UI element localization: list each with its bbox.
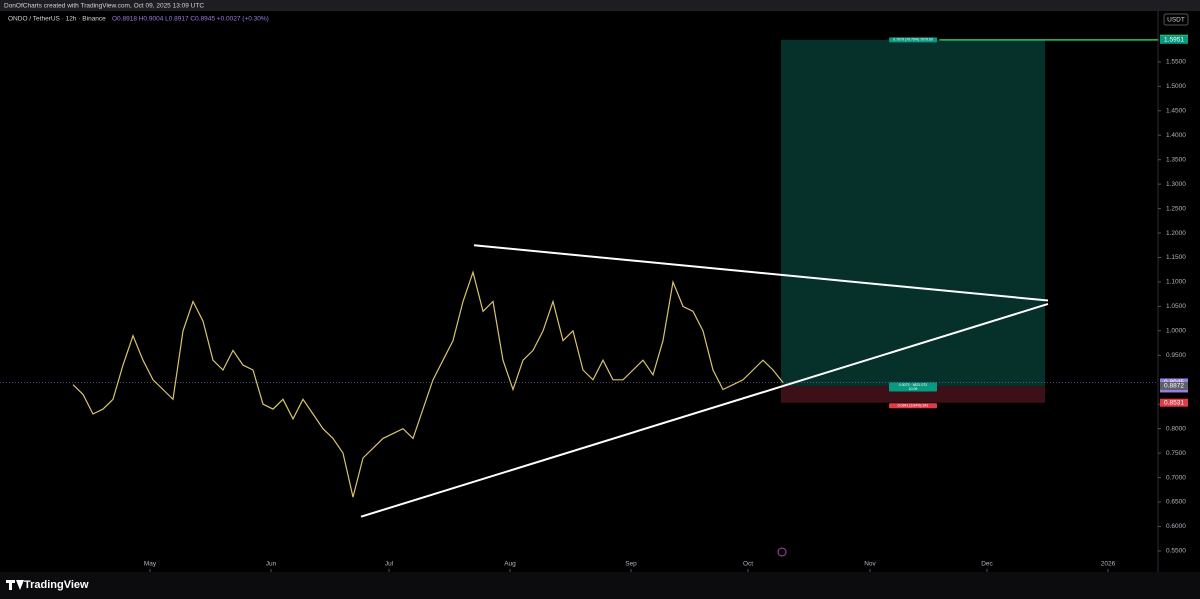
y-tick-label: 0.8000 (1166, 425, 1186, 432)
x-tick-label: Jun (266, 561, 277, 568)
y-tick-label: 0.7000 (1166, 474, 1186, 481)
y-tick-label: 1.5000 (1166, 83, 1186, 90)
header: DonOfCharts created with TradingView.com… (4, 3, 204, 10)
y-tick-label: 1.5500 (1166, 59, 1186, 66)
x-tick-label: May (144, 561, 157, 568)
header-bar (0, 0, 1200, 11)
y-tick-label: 1.3000 (1166, 181, 1186, 188)
footer-bar (0, 572, 1200, 599)
y-tick-label: 0.6500 (1166, 499, 1186, 506)
trendline (360, 303, 1049, 518)
entry-sublabel: 10.09 (909, 387, 918, 391)
y-tick-label: 0.6000 (1166, 523, 1186, 530)
stop-zone (781, 386, 1045, 403)
price-label-box (1160, 398, 1188, 407)
symbol: ONDO / TetherUS · 12h · Binance (8, 16, 106, 23)
y-tick-label: 1.4500 (1166, 108, 1186, 115)
y-tick-label: 1.4000 (1166, 132, 1186, 139)
price-line (72, 270, 784, 498)
y-tick-label: 1.0000 (1166, 328, 1186, 335)
x-tick-label: Sep (625, 561, 637, 568)
x-tick-label: Dec (981, 561, 993, 568)
y-tick-label: 0.7500 (1166, 450, 1186, 457)
stop-label: 0.0341 (3.84%) 341 (898, 404, 929, 408)
y-tick-label: 1.1500 (1166, 254, 1186, 261)
x-tick-label: 2026 (1101, 561, 1116, 568)
currency-box (1163, 13, 1189, 26)
y-tick-label: 0.5500 (1166, 548, 1186, 555)
position-label-box (889, 37, 937, 43)
target-label: 0.7079 (79.79%) 7079.00 (893, 38, 933, 42)
price-label: 0.8872 (1164, 383, 1184, 390)
y-tick-label: 1.2000 (1166, 230, 1186, 237)
trendline (473, 244, 1049, 302)
price-label-box (1160, 35, 1188, 44)
bolt-icon (777, 547, 787, 557)
logo (6, 580, 24, 590)
x-tick-label: Jul (385, 561, 394, 568)
position-label-box (889, 403, 937, 409)
currency: USDT (1167, 17, 1185, 24)
y-tick-label: 1.3500 (1166, 156, 1186, 163)
price-label-box (1160, 382, 1188, 391)
y-tick-label: 0.9500 (1166, 352, 1186, 359)
target-zone (781, 39, 1045, 387)
x-tick-label: Nov (864, 561, 876, 568)
price-label: 1.5951 (1164, 37, 1184, 44)
brand: TradingView (24, 579, 89, 591)
price-label: 0.8531 (1164, 399, 1184, 406)
ohlc: O0.8918 H0.9004 L0.8917 C0.8945 +0.0027 … (112, 16, 269, 23)
y-tick-label: 1.0500 (1166, 303, 1186, 310)
entry-label: 0.0073 · 4821.072 (899, 383, 927, 387)
position-label-box (889, 382, 937, 392)
x-tick-label: Oct (743, 561, 753, 568)
y-tick-label: 1.1000 (1166, 279, 1186, 286)
x-tick-label: Aug (504, 561, 516, 568)
y-tick-label: 1.2500 (1166, 205, 1186, 212)
